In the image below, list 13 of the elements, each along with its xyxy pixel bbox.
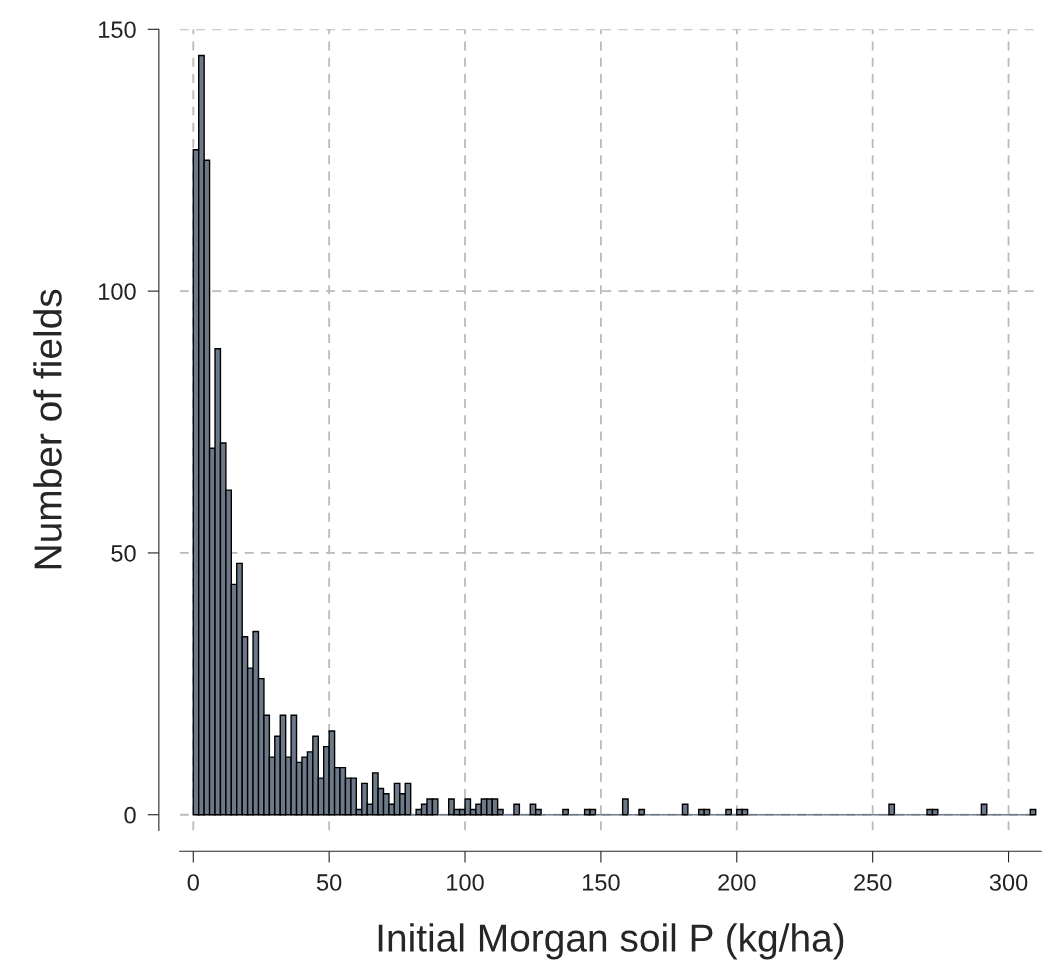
x-tick-label: 50 <box>316 874 342 891</box>
x-axis-title: Initial Morgan soil P (kg/ha) <box>378 923 844 960</box>
y-axis-title: Number of fields <box>33 289 62 569</box>
x-tick-label: 250 <box>854 874 892 891</box>
x-tick-label: 300 <box>989 874 1028 891</box>
y-tick-label: 100 <box>99 283 136 300</box>
y-tick-label: 150 <box>99 21 136 39</box>
x-tick-label: 200 <box>718 874 756 891</box>
x-tick-label: 100 <box>447 874 484 891</box>
x-tick-label: 150 <box>583 874 620 891</box>
y-tick-label: 50 <box>111 545 136 562</box>
x-tick-label: 0 <box>187 874 199 891</box>
y-tick-label: 0 <box>124 806 136 824</box>
